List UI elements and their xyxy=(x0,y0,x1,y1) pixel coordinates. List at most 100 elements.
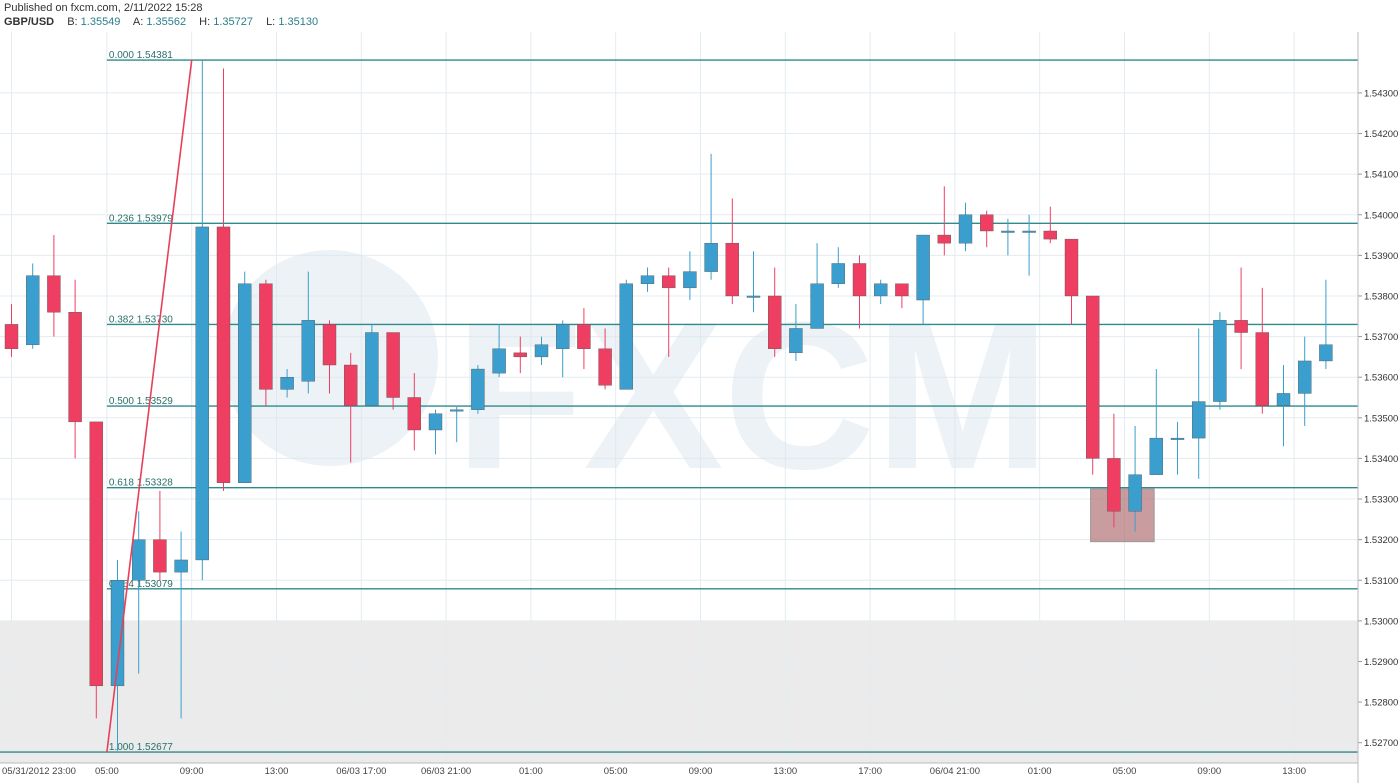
shaded-region-layer xyxy=(0,620,1358,763)
candle-body xyxy=(1297,360,1312,394)
candle-body xyxy=(1213,320,1227,402)
y-tick-label: 1.53200 xyxy=(1364,535,1398,546)
y-axis: 1.52700 1.52800 1.52900 1.53000 1.53100 1.532… xyxy=(1357,32,1398,763)
published-text: Published on fxcm.com, 2/11/2022 15:28 xyxy=(4,2,203,14)
y-tick-label: 1.54000 xyxy=(1364,210,1398,221)
candle-body xyxy=(407,397,421,431)
x-tick-label: 06/03 17:00 xyxy=(336,766,386,777)
y-tick-label: 1.53500 xyxy=(1364,413,1398,424)
candle-body xyxy=(301,320,315,382)
candle-body xyxy=(1149,437,1164,475)
candle-body xyxy=(237,283,252,483)
x-tick-label: 05/31/2012 23:00 xyxy=(2,766,76,777)
x-tick-label: 05:00 xyxy=(604,766,628,777)
ask-label: A: xyxy=(132,16,144,28)
fib-level-label: 0.764 1.53079 xyxy=(109,579,173,590)
candle-body xyxy=(1043,230,1058,240)
candle-body xyxy=(725,242,739,297)
candle-body xyxy=(704,242,718,272)
candle-body xyxy=(958,214,973,244)
candle-body xyxy=(640,275,655,284)
x-tick-label: 09:00 xyxy=(689,766,713,777)
fib-level-label: 0.000 1.54381 xyxy=(109,50,173,61)
candle-body xyxy=(174,559,188,573)
y-tick-label: 1.54200 xyxy=(1364,129,1398,140)
shaded-region xyxy=(0,620,1358,763)
candle-body xyxy=(216,226,231,483)
candles-layer xyxy=(4,60,1333,751)
y-tick-label: 1.54100 xyxy=(1364,170,1398,181)
candle-body xyxy=(428,413,443,431)
x-tick-label: 13:00 xyxy=(265,766,289,777)
candle-body xyxy=(1064,238,1079,297)
x-tick-label: 05:00 xyxy=(95,766,119,777)
candle-body xyxy=(89,421,104,687)
candle-body xyxy=(831,263,845,284)
y-tick-label: 1.53600 xyxy=(1364,373,1398,384)
trend-layer xyxy=(106,59,193,753)
x-tick-label: 13:00 xyxy=(1282,766,1306,777)
candle-body xyxy=(1107,458,1121,512)
high-label: H: xyxy=(199,16,211,28)
y-tick-label: 1.53000 xyxy=(1364,616,1398,627)
candle-body xyxy=(1170,437,1185,440)
zone-layer xyxy=(1090,488,1155,543)
y-tick-label: 1.54300 xyxy=(1364,88,1398,99)
fib-level-label: 0.500 1.53529 xyxy=(109,396,173,407)
candle-body xyxy=(1234,320,1248,333)
candle-body xyxy=(662,275,676,289)
y-tick-label: 1.53800 xyxy=(1364,291,1398,302)
y-tick-label: 1.53700 xyxy=(1364,332,1398,343)
candle-body xyxy=(746,295,761,298)
candle-body xyxy=(1255,332,1270,406)
low-label: L: xyxy=(266,16,276,28)
y-tick-label: 1.53400 xyxy=(1364,454,1398,465)
x-tick-label: 17:00 xyxy=(858,766,882,777)
y-tick-label: 1.52700 xyxy=(1364,738,1398,749)
candle-body xyxy=(322,324,337,366)
candle-body xyxy=(534,344,549,358)
trend-line xyxy=(106,59,193,753)
candle-body xyxy=(365,332,379,406)
candle-body xyxy=(789,328,803,354)
y-tick-label: 1.52800 xyxy=(1364,698,1398,709)
y-tick-label: 1.53100 xyxy=(1364,576,1398,587)
candle-body xyxy=(153,539,167,573)
x-tick-label: 09:00 xyxy=(1197,766,1221,777)
candle-body xyxy=(1128,474,1142,512)
candle-body xyxy=(768,295,782,349)
candle-body xyxy=(1001,230,1015,233)
x-tick-label: 05:00 xyxy=(1113,766,1137,777)
candle-body xyxy=(937,234,951,244)
candle-body xyxy=(47,275,61,313)
y-tick-label: 1.53900 xyxy=(1364,251,1398,262)
x-tick-label: 06/04 21:00 xyxy=(930,766,980,777)
x-tick-label: 06/03 21:00 xyxy=(421,766,471,777)
candle-body xyxy=(344,364,358,406)
x-axis: 05/31/2012 23:00 05:00 09:00 13:00 06/03 17:… xyxy=(0,762,1359,783)
x-tick-label: 09:00 xyxy=(180,766,204,777)
candle-body xyxy=(450,409,464,412)
candle-body xyxy=(259,283,273,390)
low-value: 1.35130 xyxy=(278,16,319,28)
candle-body xyxy=(1191,401,1206,439)
fib-level-label: 0.236 1.53979 xyxy=(109,213,173,224)
candle-body xyxy=(1319,344,1333,362)
candle-body xyxy=(110,580,125,687)
candle-body xyxy=(852,263,867,297)
candle-body xyxy=(26,275,40,345)
bid-label: B: xyxy=(67,16,78,28)
candle-body xyxy=(980,214,994,232)
candle-body xyxy=(810,283,824,329)
candle-body xyxy=(556,324,570,349)
symbol-label: GBP/USD xyxy=(4,16,55,28)
watermark-text: FXCM xyxy=(455,278,1050,513)
x-tick-label: 01:00 xyxy=(519,766,543,777)
x-tick-label: 01:00 xyxy=(1028,766,1052,777)
y-tick-label: 1.52900 xyxy=(1364,657,1398,668)
fib-level-label: 1.000 1.52677 xyxy=(109,742,173,753)
chart-header: Published on fxcm.com, 2/11/2022 15:28 G… xyxy=(0,0,1400,32)
high-value: 1.35727 xyxy=(213,16,253,28)
candle-body xyxy=(916,234,930,301)
